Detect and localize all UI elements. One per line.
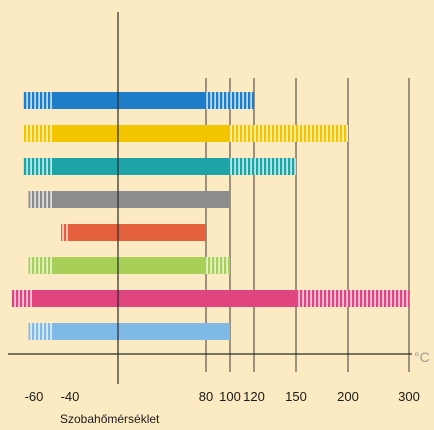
bar-row-5: [61, 224, 206, 241]
bar-row-8: [28, 323, 230, 340]
bar-continuous-6: [52, 257, 206, 274]
tick-label-150: 150: [285, 389, 307, 404]
x-axis-title: Szobahőmérséklet: [60, 412, 160, 426]
tick-label-300: 300: [398, 389, 420, 404]
bar-continuous-7: [34, 290, 296, 307]
bar-row-4: [28, 191, 230, 208]
tick-label-100: 100: [219, 389, 241, 404]
bar-row-3: [23, 158, 296, 175]
axis-unit-label: °C: [414, 349, 430, 365]
axis-layer: °C Szobahőmérséklet -60 -40 80 100 120 150 200…: [8, 12, 430, 426]
grid-layer: [205, 78, 410, 372]
tick-label-200: 200: [337, 389, 359, 404]
bar-row-7: [12, 290, 409, 307]
bar-continuous-3: [52, 158, 230, 175]
tick-label-80: 80: [199, 389, 213, 404]
bar-row-1: [23, 92, 254, 109]
tick-label--60: -60: [25, 389, 44, 404]
bar-continuous-8: [52, 323, 230, 340]
tick-label--40: -40: [61, 389, 80, 404]
bar-continuous-2: [52, 125, 230, 142]
bar-continuous-1: [52, 92, 206, 109]
bar-row-2: [23, 125, 348, 142]
bar-row-6: [28, 257, 230, 274]
tick-label-120: 120: [243, 389, 265, 404]
bar-continuous-5: [70, 224, 206, 241]
bars-layer: [12, 92, 409, 340]
bar-continuous-4: [52, 191, 230, 208]
